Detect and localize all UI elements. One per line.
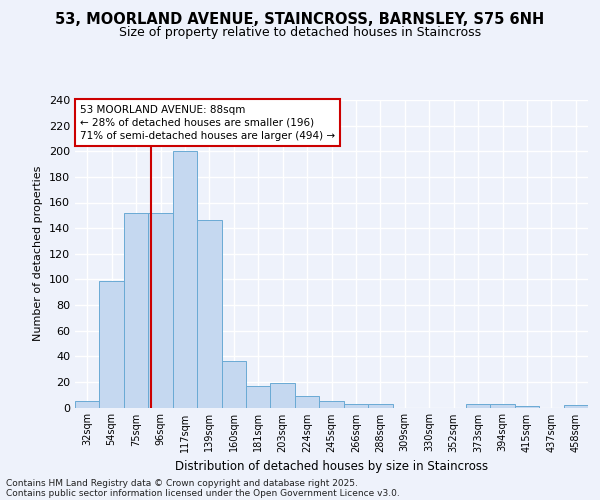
Bar [148, 213, 173, 408]
Bar [246, 386, 271, 407]
Bar [319, 401, 344, 407]
Bar [515, 406, 539, 407]
Bar [490, 404, 515, 407]
Y-axis label: Number of detached properties: Number of detached properties [34, 166, 43, 342]
Bar [100, 280, 124, 407]
Bar [344, 404, 368, 407]
Text: 53 MOORLAND AVENUE: 88sqm
← 28% of detached houses are smaller (196)
71% of semi: 53 MOORLAND AVENUE: 88sqm ← 28% of detac… [80, 104, 335, 141]
Text: Contains HM Land Registry data © Crown copyright and database right 2025.: Contains HM Land Registry data © Crown c… [6, 478, 358, 488]
Text: 53, MOORLAND AVENUE, STAINCROSS, BARNSLEY, S75 6NH: 53, MOORLAND AVENUE, STAINCROSS, BARNSLE… [55, 12, 545, 28]
Bar [197, 220, 221, 408]
Bar [295, 396, 319, 407]
Text: Size of property relative to detached houses in Staincross: Size of property relative to detached ho… [119, 26, 481, 39]
Bar [173, 151, 197, 407]
Bar [124, 213, 148, 408]
Bar [221, 362, 246, 408]
Bar [75, 401, 100, 407]
Bar [271, 383, 295, 407]
Text: Contains public sector information licensed under the Open Government Licence v3: Contains public sector information licen… [6, 488, 400, 498]
Bar [466, 404, 490, 407]
Bar [563, 405, 588, 407]
X-axis label: Distribution of detached houses by size in Staincross: Distribution of detached houses by size … [175, 460, 488, 473]
Bar [368, 404, 392, 407]
